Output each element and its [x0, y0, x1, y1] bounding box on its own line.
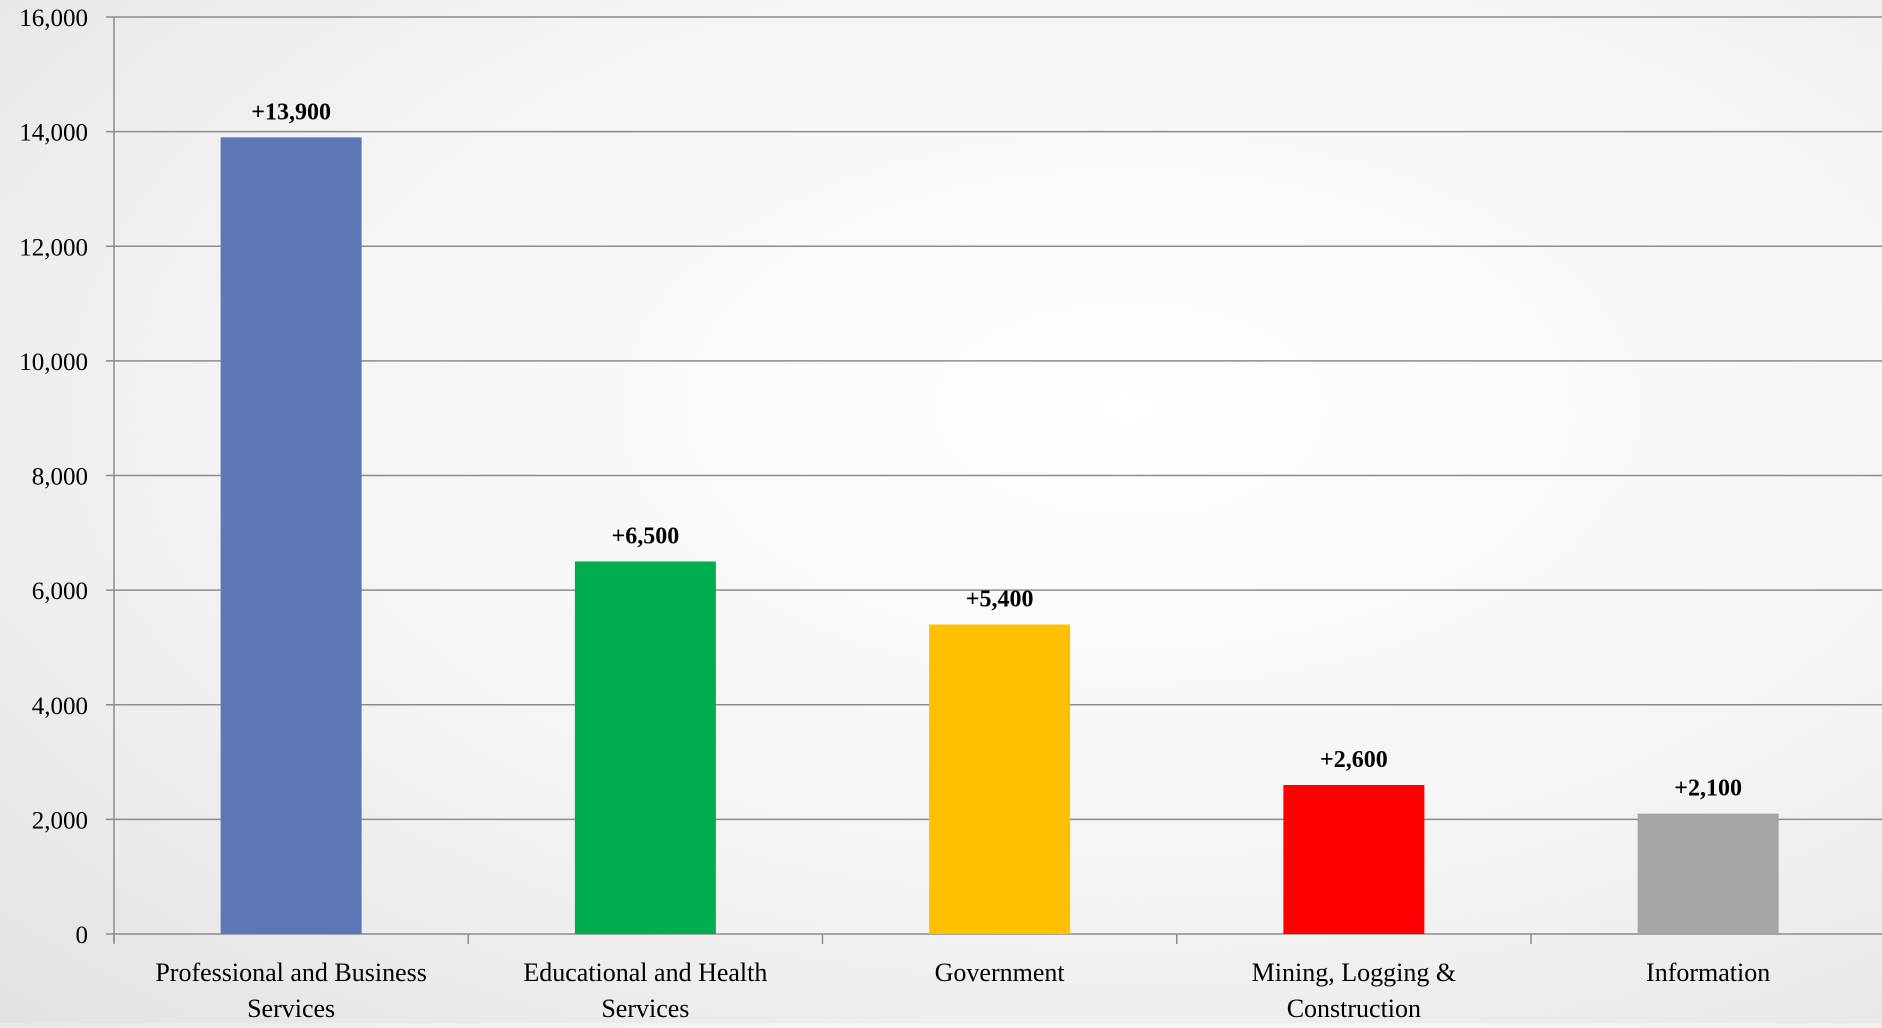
gridlines	[114, 16, 1882, 821]
y-tick-label: 10,000	[19, 349, 88, 376]
data-label: +2,100	[1674, 776, 1742, 802]
x-tick-label: Services	[247, 994, 335, 1023]
bar	[220, 137, 362, 934]
x-tick-label: Information	[1646, 958, 1770, 987]
y-tick-label: 14,000	[19, 120, 88, 147]
data-labels: +13,900 +6,500 +5,400 +2,600 +2,100	[251, 99, 1742, 801]
x-tick-label: Government	[935, 958, 1066, 987]
x-tick-label: Services	[601, 994, 689, 1023]
bar	[1637, 813, 1779, 934]
bar	[1283, 784, 1425, 934]
x-tick-label: Construction	[1287, 994, 1421, 1023]
y-tick-label: 12,000	[19, 234, 88, 261]
y-tick-label: 16,000	[19, 5, 88, 32]
x-tick-label: Educational and Health	[523, 958, 767, 987]
x-tick-label: Professional and Business	[155, 958, 427, 987]
data-label: +2,600	[1320, 747, 1388, 773]
x-tick-label: Mining, Logging &	[1252, 958, 1456, 987]
y-tick-label: 0	[76, 922, 89, 949]
y-tick-label: 4,000	[32, 693, 88, 720]
y-tick-label: 6,000	[32, 578, 88, 605]
y-tick-label: 8,000	[32, 464, 88, 491]
bar	[574, 561, 716, 934]
data-label: +13,900	[251, 99, 331, 125]
bars	[220, 137, 1779, 934]
data-label: +6,500	[612, 523, 680, 549]
data-label: +5,400	[966, 587, 1034, 613]
bar	[929, 624, 1071, 934]
tick-labels: 0 2,000 4,000 6,000 8,000 10,000 12,000 14,000 1…	[19, 5, 1770, 1023]
y-tick-label: 2,000	[32, 807, 88, 834]
